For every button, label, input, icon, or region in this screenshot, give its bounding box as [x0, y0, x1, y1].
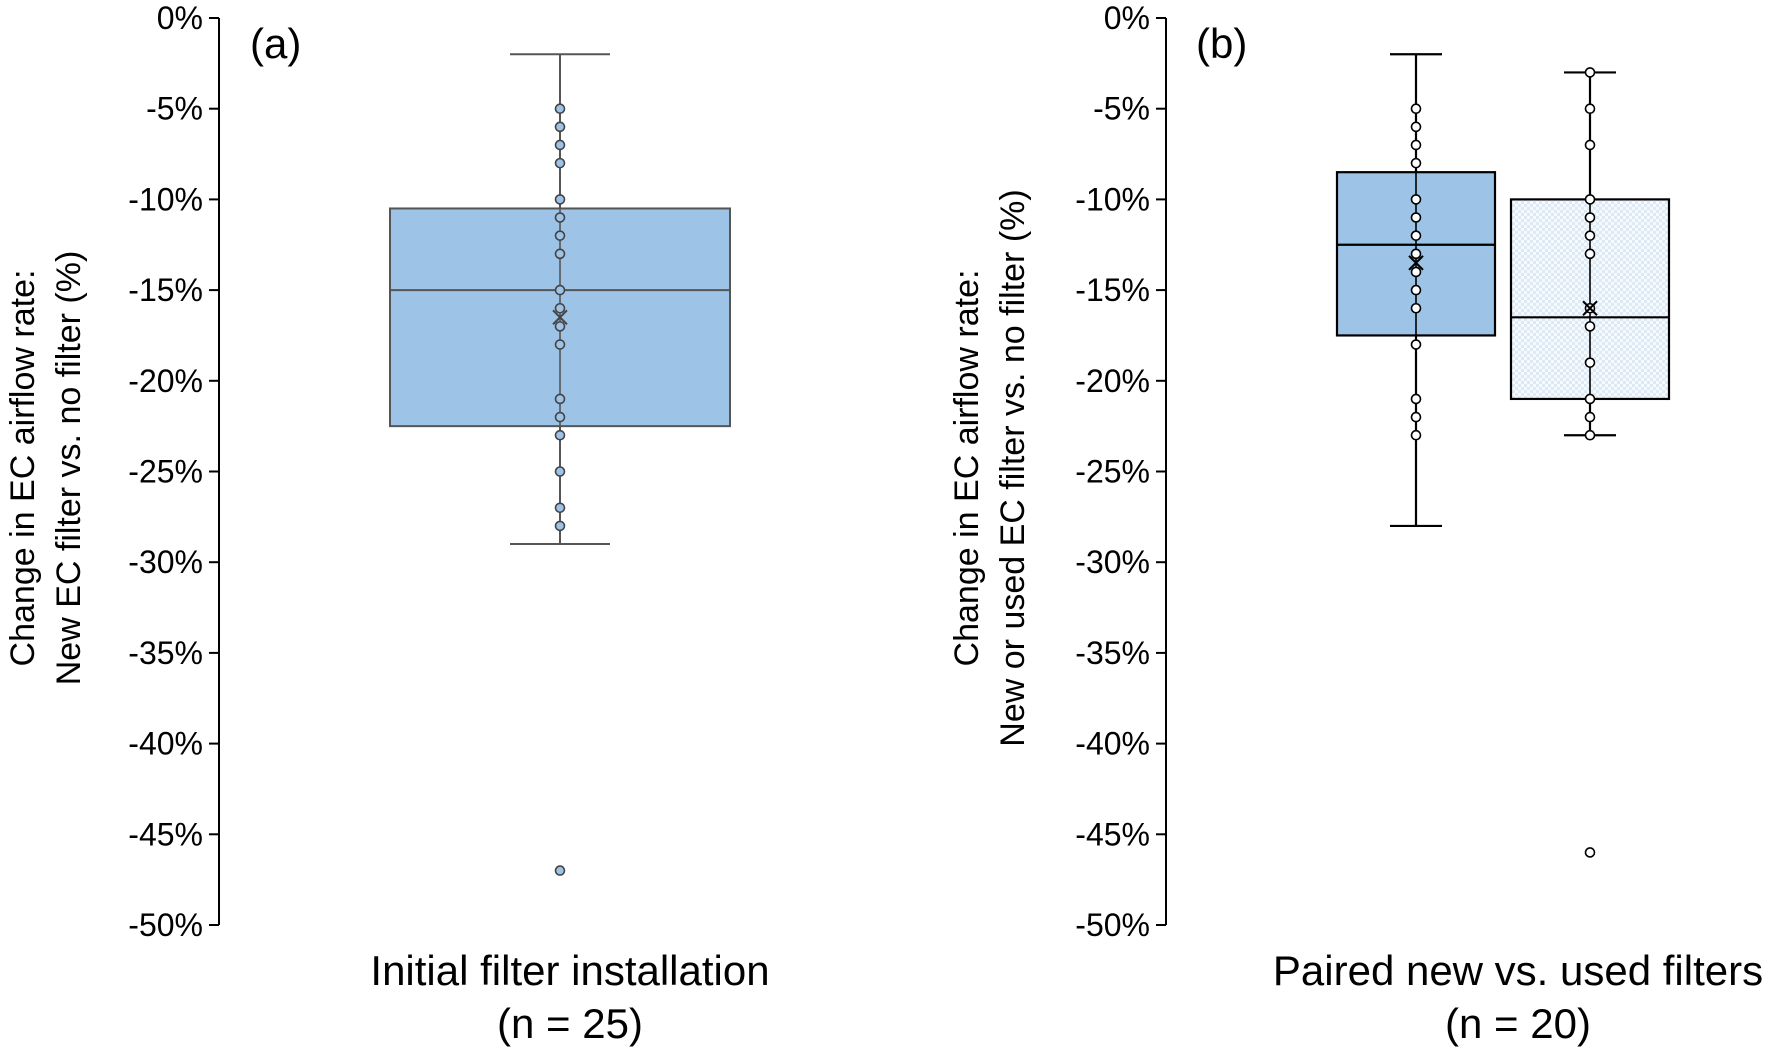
panel-a-box-1-point: [554, 321, 566, 332]
panel-a-box-1-point: [554, 466, 566, 477]
panel-b-box-2-point: [1584, 67, 1596, 78]
panel-a-box-1-point: [554, 339, 566, 350]
panel-a-y-tick-label: -45%: [128, 816, 203, 852]
panel-b-xlabel-line1: Paired new vs. used filters: [1273, 947, 1763, 994]
panel-a-box-1-point: [554, 212, 566, 223]
panel-b-box-2-point: [1584, 847, 1596, 858]
panel-a-box-1-point: [554, 103, 566, 114]
panel-a-box-1-point: [554, 393, 566, 405]
panel-a-y-tick-label: -25%: [128, 454, 203, 490]
panel-a-y-tick-label: -30%: [128, 544, 203, 580]
panel-a-box-1-point: [554, 502, 566, 514]
panel-b-box-2-point: [1584, 230, 1596, 241]
panel-a-box-1-point: [554, 411, 566, 423]
panel-b-box-2-point: [1584, 212, 1596, 223]
panel-a-y-tick-label: -15%: [128, 272, 203, 308]
panel-b-box-1-point: [1410, 393, 1422, 405]
panel-a-box-1-point: [554, 429, 566, 441]
panel-b-box-2-point: [1584, 321, 1596, 332]
panel-b-y-tick-label: -20%: [1075, 363, 1150, 399]
panel-a-box-1-point: [554, 121, 566, 133]
panel-a-ylabel-line1: Change in EC airflow rate:: [4, 270, 42, 667]
panel-b-box-1-mean-marker: [1408, 255, 1424, 271]
panel-a-box-1-point: [554, 139, 566, 151]
panel-b-y-tick-label: -35%: [1075, 635, 1150, 671]
panel-b-box-1-point: [1410, 157, 1422, 169]
panel-b-y-tick-label: -15%: [1075, 272, 1150, 308]
panel-a-box-1-point: [554, 302, 566, 314]
panel-a-y-tick-label: -50%: [128, 907, 203, 943]
panel-a-box-1-point: [554, 284, 566, 296]
panel-b-ylabel-line1: Change in EC airflow rate:: [948, 270, 986, 667]
panel-a: (a) Change in EC airflow rate: New EC fi…: [4, 0, 770, 1047]
panel-b-plot: 0% -5% -10% -15% -20% -25% -30% -35% -40% -45% -50…: [1075, 0, 1671, 943]
panel-b-box-2-point: [1584, 139, 1596, 151]
panel-a-ylabel-line2: New EC filter vs. no filter (%): [50, 251, 88, 686]
panel-a-box-1-point: [554, 248, 566, 260]
panel-b-box-1-point: [1410, 194, 1422, 205]
panel-b-box-1-point: [1410, 103, 1422, 114]
panel-a-box-1-point: [554, 865, 566, 876]
panel-b-ylabel-line2: New or used EC filter vs. no filter (%): [994, 189, 1032, 746]
panel-a-box-1-point: [554, 230, 566, 241]
panel-a-box-1-mean-marker: [552, 309, 568, 326]
panel-b-box-1-point: [1410, 212, 1422, 223]
panel-b-y-tick-label: 0%: [1104, 0, 1150, 36]
panel-a-box-1-point: [554, 194, 566, 205]
panel-a-xlabel-line1: Initial filter installation: [370, 947, 769, 994]
panel-b-box-1-point: [1410, 284, 1422, 296]
panel-b-box-2-point: [1584, 357, 1596, 368]
panel-b-box-2-point: [1584, 429, 1596, 441]
panel-a-plot: 0% -5% -10% -15% -20% -25% -30% -35% -40% -45% -50…: [128, 0, 731, 943]
panel-b-box-1-point: [1410, 302, 1422, 314]
panel-b-y-tick-label: -45%: [1075, 816, 1150, 852]
panel-b-label: (b): [1196, 20, 1247, 67]
panel-b-box-1-point: [1410, 139, 1422, 151]
panel-b: (b) Change in EC airflow rate: New or us…: [948, 0, 1763, 1047]
panel-b-y-tick-label: -10%: [1075, 181, 1150, 217]
panel-b-box-2-point: [1584, 248, 1596, 260]
panel-a-y-tick-label: -20%: [128, 363, 203, 399]
panel-a-box-1-point: [554, 520, 566, 532]
panel-b-xlabel-line2: (n = 20): [1445, 1000, 1591, 1047]
panel-a-label: (a): [250, 20, 301, 67]
panel-b-box-2-point: [1584, 103, 1596, 114]
panel-b-box-1-point: [1410, 429, 1422, 441]
panel-a-y-tick-label: -35%: [128, 635, 203, 671]
panel-b-box-2-point: [1584, 411, 1596, 423]
panel-b-box-1-point: [1410, 248, 1422, 260]
panel-b-box-2-mean-marker: [1582, 300, 1598, 316]
panel-a-y-tick-label: -5%: [146, 91, 203, 127]
panel-b-y-tick-label: -40%: [1075, 726, 1150, 762]
panel-a-y-tick-label: 0%: [157, 0, 203, 36]
panel-a-y-tick-label: -10%: [128, 181, 203, 217]
panel-b-y-tick-label: -50%: [1075, 907, 1150, 943]
panel-a-box-1-point: [554, 157, 566, 169]
panel-b-box-1-point: [1410, 121, 1422, 133]
panel-b-y-tick-label: -30%: [1075, 544, 1150, 580]
panel-b-y-tick-label: -5%: [1093, 91, 1150, 127]
panel-b-box-2-point: [1584, 393, 1596, 405]
panel-b-y-tick-label: -25%: [1075, 454, 1150, 490]
panel-b-box-1-point: [1410, 411, 1422, 423]
panel-a-xlabel-line2: (n = 25): [497, 1000, 643, 1047]
panel-b-box-1-point: [1410, 230, 1422, 241]
panel-b-box-2-point: [1584, 194, 1596, 205]
panel-b-box-1-point: [1410, 339, 1422, 350]
panel-b-box-1-point: [1410, 266, 1422, 278]
panel-a-y-tick-label: -40%: [128, 726, 203, 762]
